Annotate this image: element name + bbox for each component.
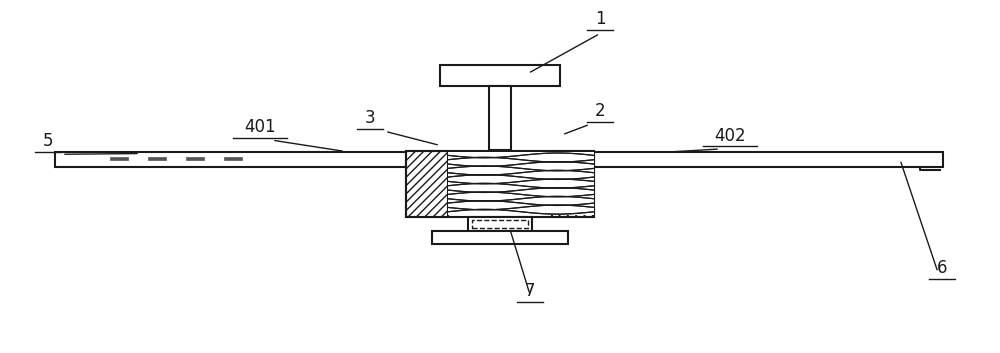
Bar bbox=[440, 65, 560, 86]
Text: 5: 5 bbox=[43, 132, 53, 150]
Bar bbox=[406, 151, 448, 217]
Bar bbox=[552, 151, 594, 217]
Bar bbox=[468, 217, 532, 231]
Bar bbox=[148, 157, 166, 160]
Text: 7: 7 bbox=[525, 282, 535, 300]
Bar bbox=[406, 151, 594, 217]
Bar bbox=[472, 220, 528, 228]
Bar bbox=[552, 151, 594, 217]
Bar bbox=[110, 157, 128, 160]
Text: 2: 2 bbox=[595, 102, 605, 120]
Text: 402: 402 bbox=[714, 127, 746, 145]
Bar bbox=[448, 152, 594, 215]
Text: 6: 6 bbox=[937, 259, 947, 277]
Bar bbox=[489, 86, 511, 150]
Text: 3: 3 bbox=[365, 109, 375, 127]
Bar bbox=[55, 152, 943, 167]
Bar bbox=[406, 151, 448, 217]
Bar bbox=[432, 231, 568, 244]
Bar bbox=[224, 157, 242, 160]
Bar bbox=[186, 157, 204, 160]
Text: 401: 401 bbox=[244, 118, 276, 136]
Text: 1: 1 bbox=[595, 10, 605, 28]
